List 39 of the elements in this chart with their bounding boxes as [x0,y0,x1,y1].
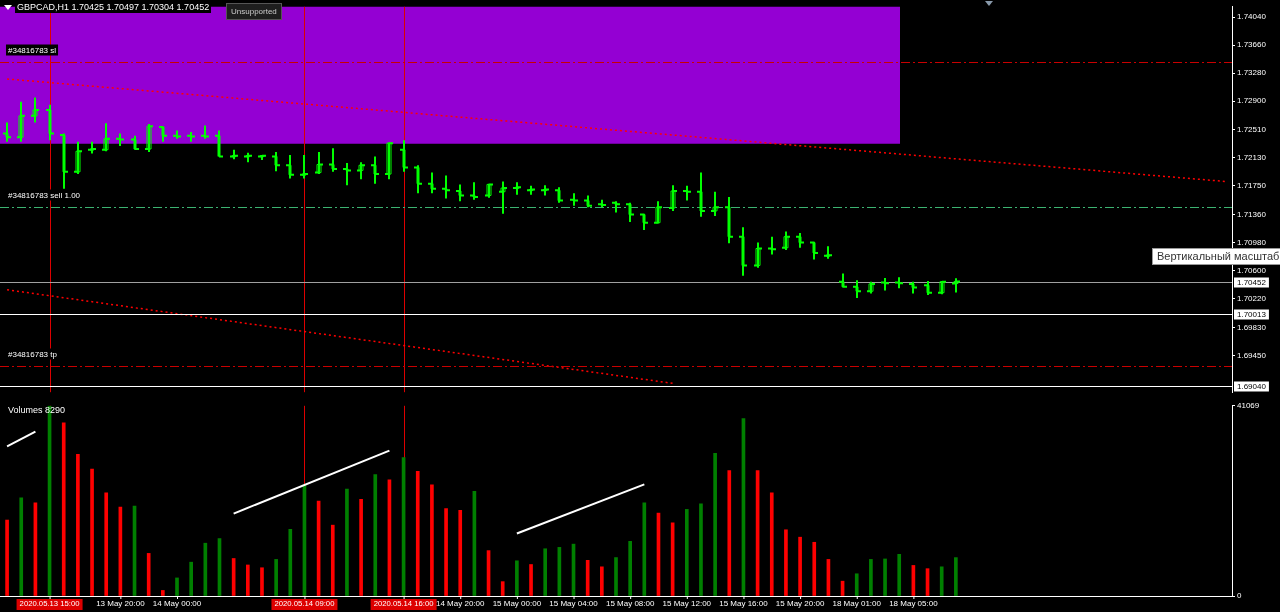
x-tick-label: 13 May 20:00 [96,599,146,609]
x-tick-label: 14 May 20:00 [435,599,486,609]
annotation: Unsupported [226,3,282,20]
y-tick-label: 1.74040 [1237,12,1267,22]
x-tick-label: 2020.05.14 16:00 [373,599,435,609]
y-tick-label: 1.70220 [1237,293,1267,303]
y-tick-label: 1.73280 [1237,68,1267,78]
y-tick-label: 1.73660 [1237,40,1267,50]
ref-line-label: 1.70452 [1237,277,1267,287]
x-tick-label: 15 May 08:00 [605,599,655,609]
x-tick-label: 18 May 05:00 [889,599,939,609]
ref-line-label: #34816783 sell 1.00 [8,190,81,200]
x-tick-label: 2020.05.13 15:00 [19,599,81,609]
x-tick-label: 15 May 00:00 [492,599,542,609]
x-tick-label: 2020.05.14 09:00 [274,599,336,609]
ref-line-label: #34816783 tp [8,349,58,359]
y-tick-label: 41069 [1237,401,1260,410]
y-tick-label: 1.70600 [1237,265,1267,275]
ref-line-label: #34816783 sl [8,45,57,55]
y-tick-label: 1.71360 [1237,209,1267,219]
chart-title: GBPCAD,H1 1.70425 1.70497 1.70304 1.70452 [15,2,212,13]
ref-line-label: 1.69040 [1237,381,1267,391]
x-tick-label: 15 May 20:00 [775,599,825,609]
x-tick-label: 18 May 01:00 [832,599,882,609]
x-tick-label: 15 May 12:00 [662,599,712,609]
y-tick-label: 0 [1237,591,1242,601]
y-tick-label: 1.71750 [1237,181,1267,191]
y-tick-label: 1.70980 [1237,237,1267,247]
x-tick-label: 15 May 16:00 [719,599,769,609]
y-tick-label: 1.69450 [1237,350,1267,360]
annotation: Вертикальный масштаб [1152,248,1280,265]
chart-title: Volumes 8290 [7,405,67,416]
x-tick-label: 14 May 00:00 [152,599,202,609]
y-tick-label: 1.69830 [1237,322,1267,332]
y-tick-label: 1.72130 [1237,153,1267,163]
y-tick-label: 1.72510 [1237,125,1267,135]
y-tick-label: 1.72900 [1237,96,1267,106]
ref-line-label: 1.70013 [1237,309,1267,319]
x-tick-label: 15 May 04:00 [549,599,599,609]
